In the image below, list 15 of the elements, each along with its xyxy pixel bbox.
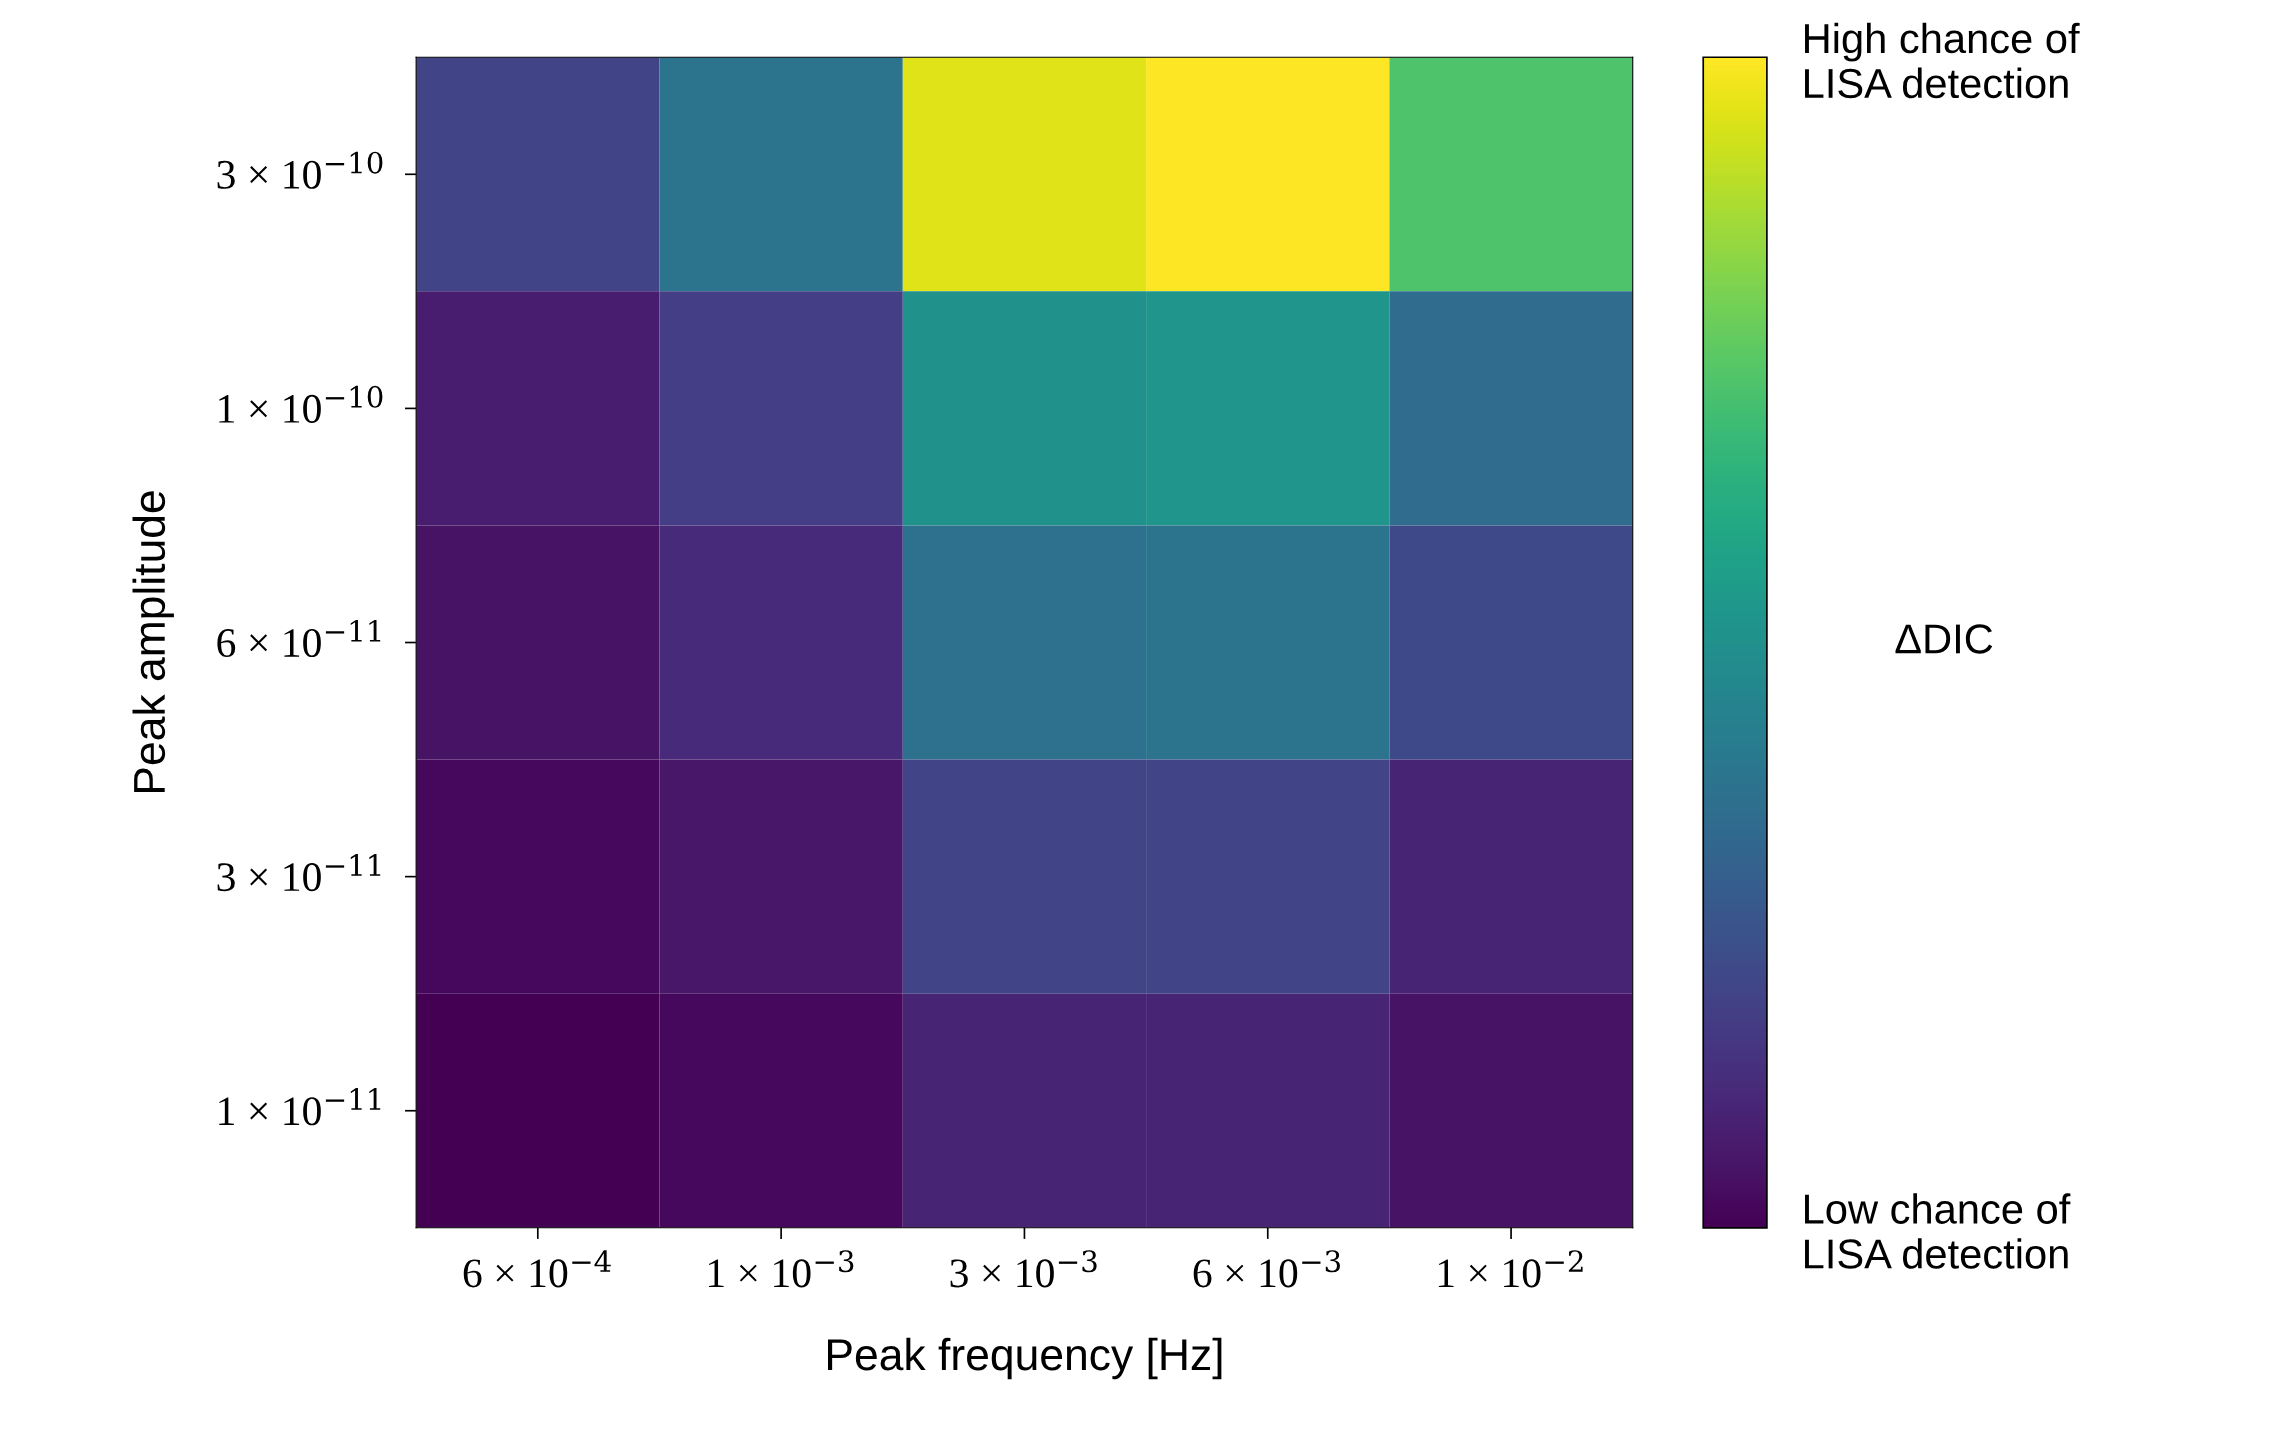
y-tick-label: 1 × 10$^{−11}$ xyxy=(219,1088,381,1126)
color-bar-title: ΔDIC xyxy=(1895,624,1993,654)
y-tick-label: 6 × 10$^{−11}$ xyxy=(217,619,381,658)
x-tick-label: 1 × 10$^{−3}$ xyxy=(708,1250,854,1288)
x-tick-label: 1 × 10$^{−2}$ xyxy=(1438,1250,1583,1288)
color-bar-label: High chance of LISA detection xyxy=(1805,22,2080,99)
y-axis-title: Peak amplitude xyxy=(132,491,174,793)
x-tick-label: 6 × 10$^{−4}$ xyxy=(463,1250,611,1288)
y-tick-label: 1 × 10$^{−10}$ xyxy=(219,385,383,423)
y-tick-label: 3 × 10$^{−11}$ xyxy=(217,854,381,892)
x-tick-label: 6 × 10$^{−3}$ xyxy=(1193,1250,1340,1288)
x-axis-title: Peak frequency [Hz] xyxy=(828,1337,1222,1380)
y-tick-label: 3 × 10$^{−10}$ xyxy=(217,151,383,189)
x-tick-label: 3 × 10$^{−3}$ xyxy=(950,1250,1097,1288)
color-bar-label: Low chance of LISA detection xyxy=(1805,1193,2071,1269)
